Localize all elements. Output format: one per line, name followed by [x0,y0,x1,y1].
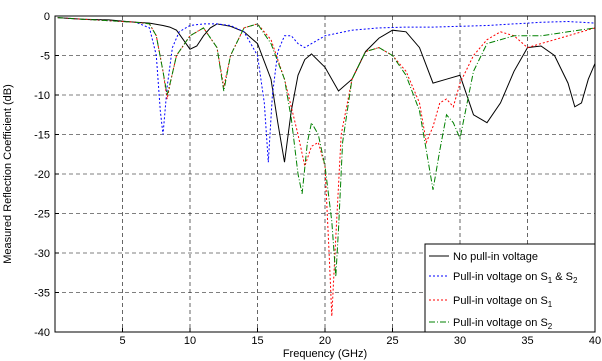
axis-ticks: 5 10 15 20 25 30 35 40 0 -5 -10 -15 -20 -25 -30 -35 -40 [34,11,601,347]
y-tick-label: 0 [44,11,50,23]
legend-label-3: Pull-in voltage on S1 [453,295,553,309]
legend-label-2: Pull-in voltage on S1 & S2 [453,271,578,285]
series-line-2 [57,17,596,163]
series-lines [57,17,596,317]
y-tick-label: -20 [34,169,50,181]
x-tick-label: 15 [251,335,263,347]
x-tick-label: 30 [454,335,466,347]
legend-label-4: Pull-in voltage on S2 [453,317,553,331]
x-tick-label: 35 [521,335,533,347]
y-tick-label: -40 [34,327,50,339]
x-tick-label: 10 [184,335,196,347]
x-axis-label: Frequency (GHz) [283,348,367,360]
x-tick-label: 20 [319,335,331,347]
y-axis-label: Measured Reflection Coefficient (dB) [2,84,14,264]
series-line-4 [57,17,596,277]
x-tick-label: 5 [119,335,125,347]
y-tick-label: -5 [40,51,50,63]
legend: No pull-in voltage Pull-in voltage on S1 … [424,243,596,333]
series-line-3 [57,17,596,317]
series-line-1 [57,17,596,163]
x-tick-label: 40 [589,335,601,347]
y-tick-label: -35 [34,288,50,300]
y-tick-label: -25 [34,209,50,221]
legend-label-1: No pull-in voltage [453,251,538,263]
x-tick-label: 25 [386,335,398,347]
y-tick-label: -15 [34,130,50,142]
y-tick-label: -30 [34,248,50,260]
legend-box [424,243,596,333]
y-tick-label: -10 [34,90,50,102]
